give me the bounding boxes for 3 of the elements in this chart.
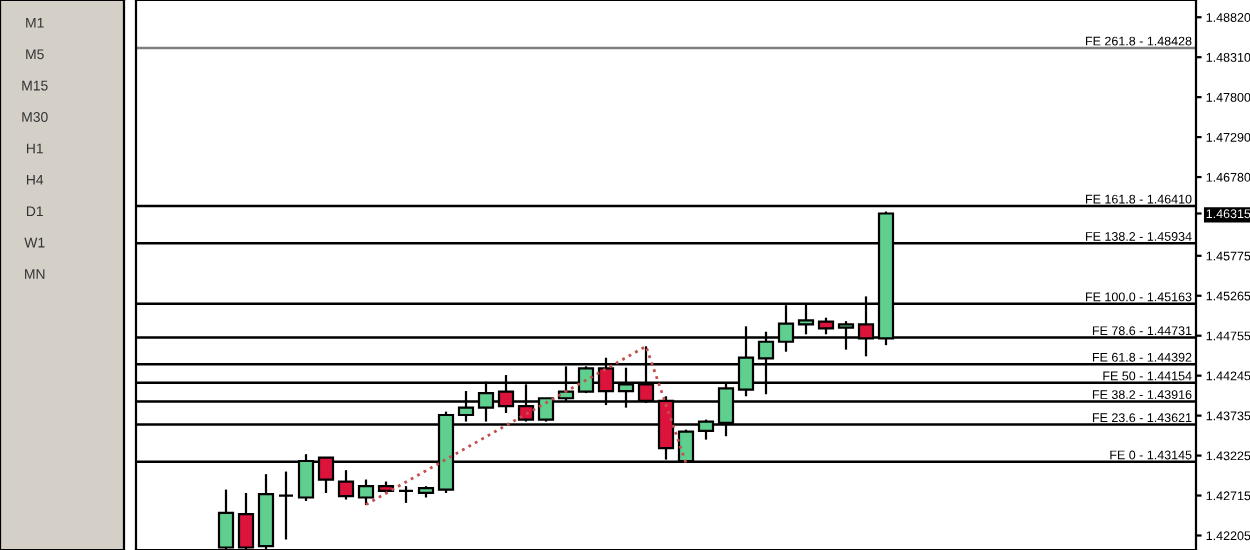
candlestick bbox=[357, 478, 375, 507]
candlestick bbox=[337, 469, 355, 501]
candlestick bbox=[277, 470, 295, 541]
